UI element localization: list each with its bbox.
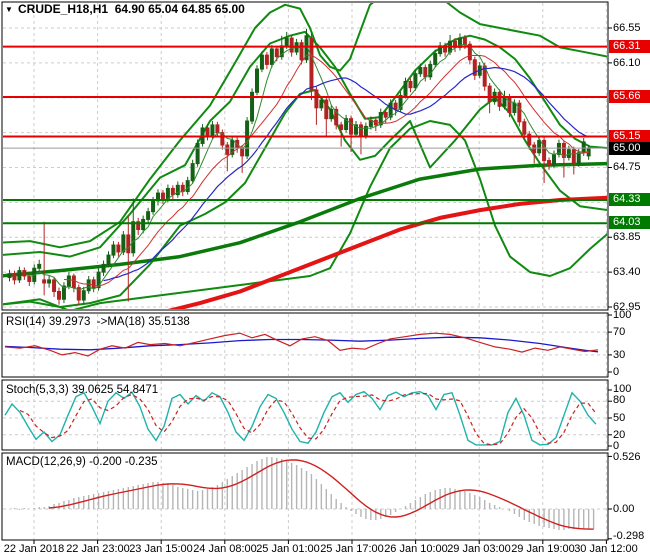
resistance-level-badge: 66.31 [609,40,650,53]
time-axis-label: 29 Jan 19:00 [511,543,575,555]
current-price-badge: 65.00 [609,142,650,155]
time-axis-label: 26 Jan 10:00 [384,543,448,555]
pane-separator[interactable] [0,310,650,313]
rsi-axis-tick: 30 [613,349,626,361]
time-axis-label: 22 Jan 23:00 [66,543,130,555]
rsi-axis-tick: 100 [613,309,632,321]
ohlc-readout: 64.90 65.04 64.85 65.00 [114,2,245,16]
price-axis-tick: 62.95 [613,301,641,313]
price-axis-tick: 63.40 [613,266,641,278]
symbol-label: CRUDE_H18,H1 [18,2,109,16]
stoch-axis-tick: 100 [613,383,632,395]
stoch-axis-tick: 20 [613,429,626,441]
stoch-axis-tick: 50 [613,412,626,424]
time-axis-label: 29 Jan 03:00 [447,543,511,555]
time-axis-label: 24 Jan 08:00 [193,543,257,555]
price-axis-tick: 63.85 [613,231,641,243]
macd-axis-tick: 0.00 [613,503,635,515]
macd-indicator-label: MACD(12,26,9) -0.200 -0.235 [6,456,158,468]
support-level-badge: 64.33 [609,193,650,206]
macd-axis-tick: 0.526 [613,451,641,463]
stoch-axis-tick: 80 [613,394,626,406]
time-axis-label: 25 Jan 01:00 [256,543,320,555]
stoch-indicator-label: Stoch(5,3,3) 39.0625 54.8471 [6,384,159,396]
price-axis-tick: 66.10 [613,57,641,69]
price-axis-tick: 64.75 [613,161,641,173]
time-axis-label: 30 Jan 12:00 [574,543,638,555]
time-axis-label: 25 Jan 17:00 [320,543,384,555]
price-axis-tick: 66.55 [613,22,641,34]
resistance-level-badge: 65.15 [609,130,650,143]
support-level-badge: 64.03 [609,216,650,229]
pane-separator[interactable] [0,450,650,453]
time-axis-label: 23 Jan 15:00 [129,543,193,555]
resistance-level-badge: 65.66 [609,90,650,103]
rsi-axis-tick: 70 [613,326,626,338]
stoch-axis-tick: 0 [613,440,620,452]
time-axis-label: 22 Jan 2018 [3,543,65,555]
pane-separator[interactable] [0,377,650,380]
rsi-axis-tick: 0 [613,366,620,378]
symbol-dropdown-icon[interactable]: ▼ [5,5,13,14]
macd-axis-tick: -0.298 [613,530,645,542]
rsi-indicator-label: RSI(14) 39.2973 ->MA(18) 35.5138 [6,316,190,328]
chart-title: CRUDE_H18,H1 64.90 65.04 64.85 65.00 [18,3,245,15]
